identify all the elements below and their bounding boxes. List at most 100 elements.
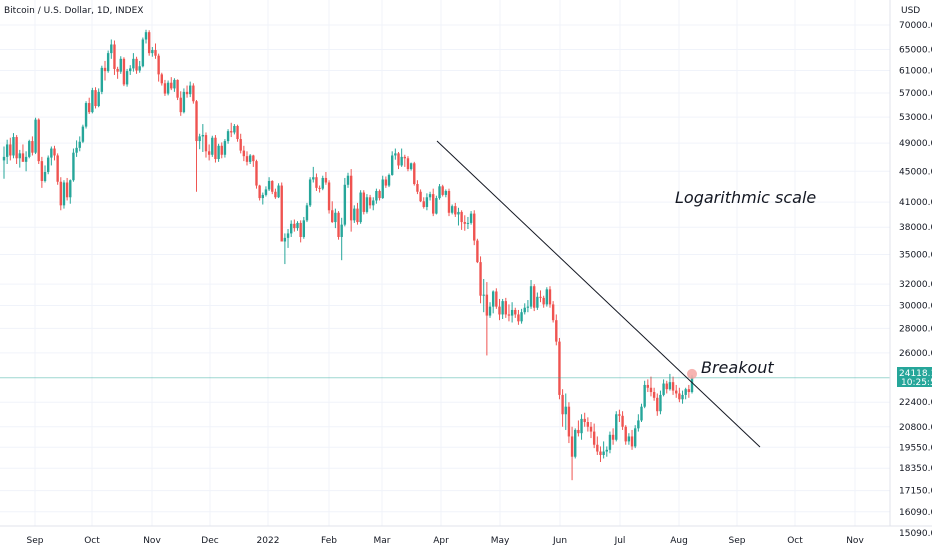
candle — [185, 85, 189, 98]
candle — [103, 60, 107, 81]
candle-body — [526, 306, 530, 308]
candle — [62, 180, 66, 209]
candle — [274, 188, 277, 199]
candle — [18, 149, 21, 168]
candle-body — [230, 131, 233, 133]
candle — [78, 136, 81, 152]
x-tick-label: Sep — [729, 536, 746, 546]
candle-body — [5, 144, 9, 157]
price-axis[interactable]: USD 70000.00 65000.00 61000.00 57000.00 5300… — [889, 0, 932, 539]
candle-body — [520, 312, 523, 322]
candle-body — [353, 208, 356, 221]
candle — [233, 124, 236, 135]
candle-body — [675, 390, 678, 394]
candle — [21, 144, 25, 162]
candle — [198, 133, 201, 150]
y-tick-label: 38000.00 — [899, 223, 932, 233]
x-tick-label: Apr — [433, 536, 449, 546]
candle-body — [94, 90, 97, 107]
candle-body — [409, 163, 413, 170]
candle-body — [665, 383, 668, 390]
candle-body — [463, 222, 466, 224]
candle — [176, 79, 179, 101]
last-price-countdown: 10:25:59 — [901, 378, 932, 388]
y-tick-label: 70000.00 — [899, 21, 932, 31]
y-tick-label: 30000.00 — [899, 302, 932, 312]
candle — [510, 302, 514, 323]
candle-body — [125, 71, 129, 85]
y-tick-label: 15090.00 — [899, 529, 932, 539]
candle — [261, 192, 264, 205]
time-axis[interactable]: Sep Oct Nov Dec 2022 Feb Mar Apr May Jun Jul Aug Sep… — [0, 525, 932, 546]
y-tick-label: 19550.00 — [899, 443, 932, 453]
candle-body — [280, 185, 283, 242]
candle — [507, 304, 511, 322]
candle — [293, 219, 296, 232]
candle-body — [671, 382, 675, 391]
candle — [365, 194, 369, 214]
annotation-log-scale: Logarithmic scale — [675, 188, 816, 207]
candle — [469, 211, 473, 225]
candle — [599, 446, 602, 462]
trendline[interactable] — [436, 140, 761, 448]
candle-body — [346, 175, 350, 185]
candle — [580, 414, 583, 440]
candle — [217, 143, 220, 162]
candle-body — [447, 190, 451, 213]
candle — [491, 290, 495, 314]
x-tick-label: Sep — [27, 536, 44, 546]
candle-body — [331, 210, 334, 223]
candle-body — [637, 420, 640, 429]
candle-body — [476, 240, 479, 263]
candle — [324, 172, 328, 185]
candle — [466, 216, 470, 229]
candle — [422, 197, 425, 209]
candle-body — [390, 155, 394, 175]
candle-body — [365, 197, 369, 212]
candle-body — [154, 50, 157, 56]
candle-body — [633, 428, 637, 447]
candle-body — [529, 286, 533, 307]
candle-body — [580, 418, 583, 434]
candle-body — [277, 185, 280, 198]
candle-body — [630, 436, 634, 447]
candle-body — [687, 389, 691, 393]
candle — [230, 122, 233, 138]
candle-body — [248, 155, 252, 162]
candle-body — [100, 67, 104, 92]
candle — [409, 162, 413, 171]
candle — [586, 417, 590, 432]
candle — [315, 173, 318, 191]
candle — [394, 148, 397, 160]
candle-body — [233, 125, 236, 133]
candle-body — [533, 286, 536, 308]
candle — [163, 79, 167, 96]
last-price-badge: 24118.15 10:25:59 — [897, 367, 932, 388]
candle — [605, 446, 608, 457]
x-tick-label: Nov — [143, 536, 161, 546]
candle — [665, 380, 668, 394]
candle-body — [151, 50, 154, 54]
candle-body — [649, 387, 653, 393]
candle — [331, 201, 334, 223]
candle — [362, 190, 365, 215]
x-tick-label: Nov — [846, 536, 864, 546]
candle-body — [564, 406, 567, 415]
candle-body — [258, 185, 261, 199]
candle — [539, 290, 542, 303]
candle-body — [334, 212, 337, 223]
candle-body — [605, 449, 608, 452]
candle — [602, 441, 605, 459]
candle-body — [315, 177, 318, 188]
candle — [368, 194, 372, 209]
candle — [271, 180, 274, 195]
candle-body — [182, 91, 186, 113]
candle — [387, 173, 391, 188]
candle — [252, 154, 255, 167]
candle-body — [432, 194, 435, 214]
candle-body — [283, 237, 287, 242]
candle-body — [274, 191, 277, 198]
candle-body — [65, 182, 69, 198]
candle-body — [608, 434, 612, 450]
